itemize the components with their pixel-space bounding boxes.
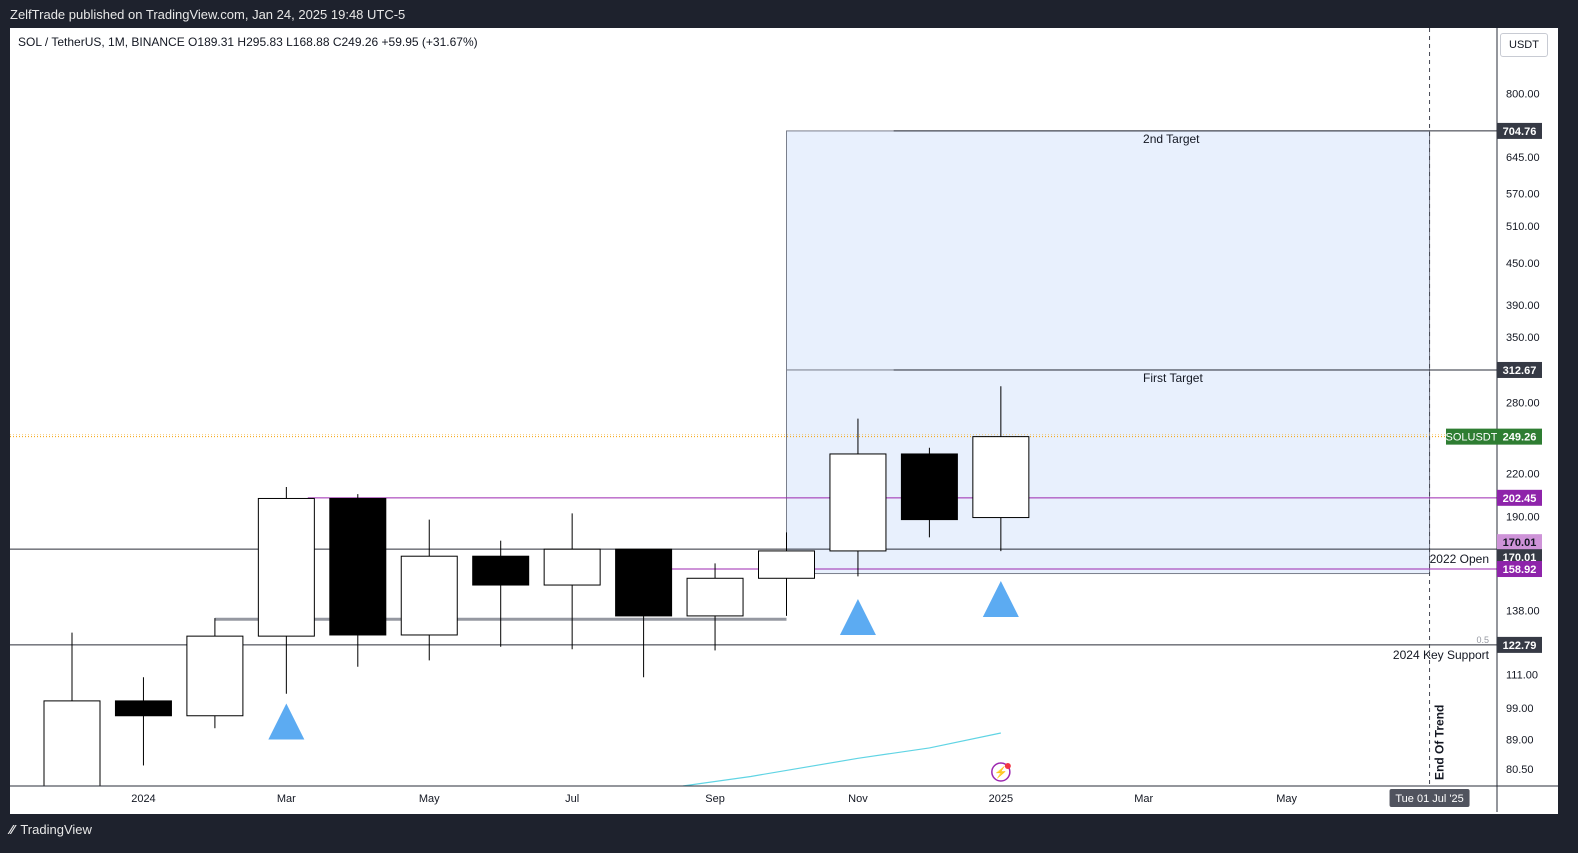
fib-marker-label: 0.5 [1476,635,1489,645]
candle-body [329,497,387,636]
target-zone [786,369,1431,575]
price-tag-label: 312.67 [1503,365,1537,377]
y-tick-label: 450.00 [1506,258,1540,270]
y-tick-label: 111.00 [1506,670,1538,682]
candle [686,563,744,651]
event-dot [1004,763,1011,769]
date-tag-label: Tue 01 Jul '25 [1395,793,1463,805]
x-tick-label: Jul [565,793,579,805]
candle [186,618,244,729]
publish-info: ZelfTrade published on TradingView.com, … [10,7,406,22]
price-tag-label: 158.92 [1503,564,1537,576]
signal-triangle [839,598,876,635]
signal-triangle [982,581,1019,618]
price-tag [1497,122,1542,139]
candle [543,513,601,650]
price-tag-label: 704.76 [1503,126,1537,138]
price-tag [1497,561,1542,578]
y-tick-label: 510.00 [1506,221,1540,233]
candle-body [186,635,244,717]
price-tag-label: 202.45 [1503,493,1537,505]
candle-body [829,453,887,552]
footer: ⁄⁄ TradingView [10,822,92,837]
candle [114,677,172,766]
signal-triangle [268,703,305,740]
candle-body [114,700,172,717]
candle [900,447,958,538]
y-tick-label: 99.00 [1506,703,1534,715]
y-tick-label: 138.00 [1506,606,1540,618]
event-icon-glyph: ⚡ [994,766,1008,779]
y-tick-label: 350.00 [1506,332,1540,344]
candle [758,532,815,616]
current-price-tag-label: 249.26 [1503,432,1537,444]
level-label: 2022 Open [1430,552,1489,566]
candle-body [972,436,1030,519]
price-tag [1497,636,1542,653]
y-tick-label: 190.00 [1506,511,1540,523]
symbol-tag-label: SOLUSDT [1446,432,1498,444]
tradingview-logo-icon[interactable]: ⁄⁄ [10,822,15,837]
x-tick-label: Sep [705,793,725,805]
x-tick-label: May [1276,793,1297,805]
target-zone [786,130,1431,371]
candle-body [257,497,315,637]
level-label: 2024 Key Support [1393,648,1490,662]
y-tick-label: 645.00 [1506,152,1540,164]
price-tag-label: 170.01 [1503,537,1537,549]
candle [43,632,101,786]
date-tag [1389,789,1470,807]
x-tick-label: Mar [277,793,296,805]
y-tick-label: 390.00 [1506,300,1540,312]
price-tag-label: 122.79 [1503,640,1537,652]
candle [257,487,315,694]
candle-body [615,548,673,617]
event-icon [991,762,1011,782]
tradingview-brand[interactable]: TradingView [20,822,92,837]
candle-body [472,555,530,586]
candle [329,494,387,667]
x-tick-label: Mar [1134,793,1153,805]
x-tick-label: 2025 [989,793,1013,805]
y-tick-label: 570.00 [1506,188,1540,200]
candle [472,540,530,647]
x-tick-label: 2024 [131,793,155,805]
y-tick-label: 80.50 [1506,764,1534,776]
candle-body [686,577,744,617]
price-tag [1497,489,1542,506]
candle [972,386,1030,552]
x-tick-label: May [419,793,440,805]
candle-body [758,550,815,579]
candle-body [900,453,958,521]
price-tag [1497,361,1542,378]
candle [829,418,887,577]
zone-label: First Target [1143,371,1203,385]
moving-average-line [682,732,1001,786]
candle-body [43,700,101,786]
plot-area: 2nd Target First Target 2022 Open 2024 Key … [10,130,1497,786]
y-tick-label: 220.00 [1506,468,1540,480]
candle [615,548,673,678]
current-price-tag [1497,428,1542,445]
y-tick-label: 800.00 [1506,89,1540,101]
y-tick-label: 280.00 [1506,397,1540,409]
candle-body [400,555,458,636]
x-tick-label: Nov [848,793,868,805]
zone-label: 2nd Target [1143,132,1200,146]
price-tag [1497,534,1542,551]
candle-body [543,548,601,586]
y-tick-label: 89.00 [1506,735,1534,747]
publish-header: ZelfTrade published on TradingView.com, … [0,0,1578,28]
symbol-tag [1446,428,1497,445]
currency-button[interactable]: USDT [1500,33,1548,57]
symbol-legend[interactable]: SOL / TetherUS, 1M, BINANCE O189.31 H295… [18,35,478,49]
candle [400,519,458,661]
end-of-trend-label: End Of Trend [1433,705,1447,780]
